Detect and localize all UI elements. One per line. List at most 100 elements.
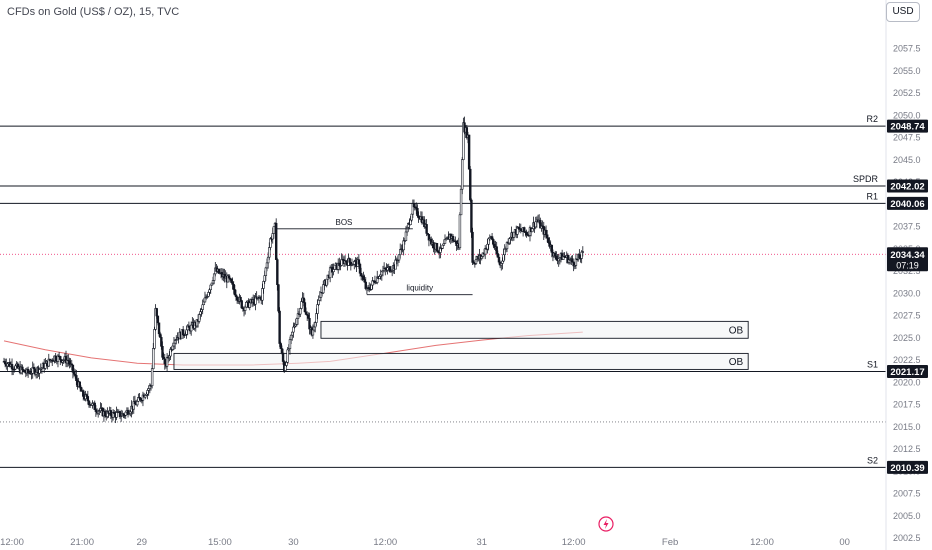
price-tick-label: 2047.5 xyxy=(893,133,921,143)
level-badge-value-s2: 2010.39 xyxy=(890,463,924,474)
candle-body xyxy=(264,267,268,276)
candle-body xyxy=(544,229,548,236)
candle-body xyxy=(555,255,558,260)
candle-body xyxy=(227,275,231,279)
candle xyxy=(325,278,328,288)
candle-body xyxy=(435,243,439,252)
candle xyxy=(349,261,353,271)
candle xyxy=(439,243,442,259)
candle-body xyxy=(410,213,413,221)
candle-body xyxy=(146,390,149,395)
candle-body xyxy=(523,227,526,232)
level-label-r1: R1 xyxy=(866,191,878,201)
candle-body xyxy=(109,410,113,416)
candle-body xyxy=(269,238,272,248)
candle-body xyxy=(546,234,549,239)
candle xyxy=(61,360,64,366)
candle-body xyxy=(299,308,302,315)
candle-body xyxy=(459,188,463,216)
candle-body xyxy=(272,226,276,234)
candle xyxy=(235,295,239,304)
candle xyxy=(581,246,585,257)
candle-body xyxy=(325,278,328,286)
candle xyxy=(336,258,340,274)
candle-body xyxy=(531,228,534,233)
candle-body xyxy=(163,358,166,365)
candle-body xyxy=(263,275,266,282)
time-tick-label: 21:00 xyxy=(70,537,94,548)
candle-body xyxy=(14,365,17,370)
candle xyxy=(479,254,482,265)
candle-body xyxy=(495,246,498,254)
candle-body xyxy=(286,349,289,363)
candle xyxy=(139,397,142,403)
price-tick-label: 2017.5 xyxy=(893,400,921,410)
candle xyxy=(512,231,516,241)
candle-body xyxy=(209,284,212,291)
candle-body xyxy=(581,251,585,253)
candle xyxy=(10,358,14,376)
candle xyxy=(118,411,122,419)
candle xyxy=(68,357,71,369)
candle-body xyxy=(322,284,325,294)
candle-body xyxy=(302,297,305,303)
candle-body xyxy=(303,302,307,313)
candle-body xyxy=(554,252,557,257)
candle-body xyxy=(425,224,428,234)
price-tick-label: 2050.0 xyxy=(893,110,921,120)
candle xyxy=(430,236,433,247)
chart-title: CFDs on Gold (US$ / OZ), 15, TVC xyxy=(7,6,180,18)
currency-button[interactable]: USD xyxy=(886,2,920,22)
candle xyxy=(93,400,96,410)
candle-body xyxy=(490,236,494,240)
candle-body xyxy=(230,279,233,283)
candle-body xyxy=(150,368,154,387)
candle-body xyxy=(311,329,315,336)
candle-body xyxy=(357,259,361,265)
time-tick-label: 30 xyxy=(288,537,299,548)
candle-body xyxy=(6,363,9,367)
current-price-badge xyxy=(887,247,928,272)
level-label-r2: R2 xyxy=(866,114,878,124)
candle-body xyxy=(496,253,500,258)
candle-body xyxy=(208,289,211,293)
candle xyxy=(38,368,41,380)
candle-body xyxy=(281,352,285,362)
level-badge-value-spdr: 2042.02 xyxy=(890,181,924,192)
candle-body xyxy=(185,329,188,335)
candle xyxy=(277,284,280,314)
candle-body xyxy=(156,315,160,324)
candle xyxy=(71,364,75,379)
candle-body xyxy=(279,343,282,349)
candle xyxy=(133,395,137,405)
order-block-label-1: OB xyxy=(729,325,744,336)
candle-body xyxy=(386,267,389,271)
candle xyxy=(370,284,373,291)
candle-body xyxy=(271,233,274,240)
candle xyxy=(126,407,130,418)
candle xyxy=(525,229,528,238)
price-tick-label: 2052.5 xyxy=(893,88,921,98)
order-block-zone-1 xyxy=(320,320,749,339)
time-tick-label: 12:00 xyxy=(0,537,24,548)
candle-body xyxy=(412,203,416,208)
time-tick-label: 31 xyxy=(476,537,487,548)
price-tick-label: 2037.5 xyxy=(893,222,921,232)
candle xyxy=(278,307,281,347)
candle-body xyxy=(265,262,269,269)
candle-body xyxy=(71,364,75,373)
candle-body xyxy=(266,256,270,264)
candle-body xyxy=(328,267,332,279)
candle xyxy=(148,383,152,394)
level-badge-spdr xyxy=(887,179,928,193)
lightning-bolt-icon[interactable] xyxy=(598,516,614,532)
level-badge-s1 xyxy=(887,364,928,378)
candle-body xyxy=(173,340,177,344)
candle xyxy=(153,326,156,350)
candle-body xyxy=(201,304,204,310)
candles-layer xyxy=(2,116,585,424)
time-tick-label: 12:00 xyxy=(373,537,397,548)
candle-body xyxy=(54,355,57,361)
candle xyxy=(292,322,295,338)
